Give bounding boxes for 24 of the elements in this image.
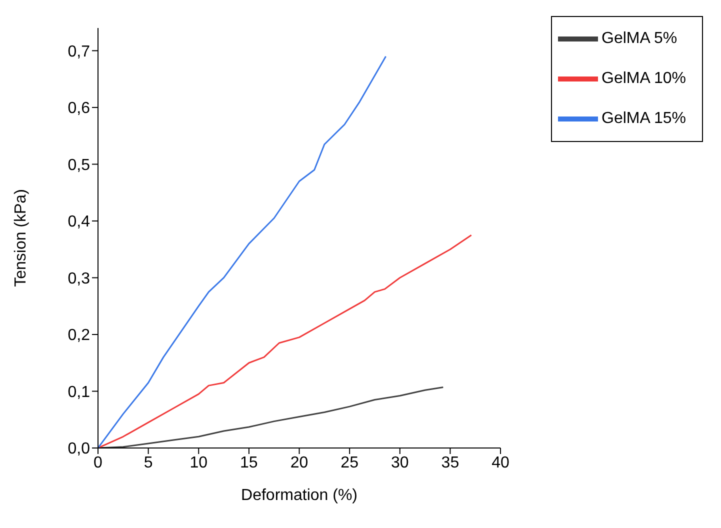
- x-tick-label: 20: [290, 454, 308, 472]
- x-tick-label: 35: [441, 454, 460, 472]
- line-series: [98, 234, 472, 448]
- y-tick-label: 0,2: [68, 327, 90, 344]
- x-tick-label: 30: [390, 454, 409, 472]
- line-series: [98, 56, 387, 448]
- y-axis-title: Tension (kPa): [12, 189, 30, 287]
- x-tick-label: 40: [492, 454, 510, 472]
- x-tick-label: 25: [340, 454, 359, 472]
- legend-label: GelMA 5%: [602, 30, 678, 48]
- y-tick-label: 0,4: [68, 214, 90, 231]
- x-axis-title: Deformation (%): [241, 487, 358, 504]
- x-tick-label: 10: [190, 454, 208, 472]
- y-tick-label: 0,0: [68, 440, 90, 458]
- legend-label: GelMA 10%: [602, 70, 686, 88]
- y-tick-label: 0,1: [68, 384, 90, 401]
- y-tick-label: 0,7: [68, 43, 90, 60]
- y-tick-label: 0,5: [68, 156, 90, 174]
- x-tick-label: 15: [240, 454, 258, 472]
- y-tick-label: 0,3: [68, 270, 90, 288]
- x-tick-label: 5: [144, 454, 153, 472]
- x-tick-label: 0: [94, 454, 103, 472]
- legend-label: GelMA 15%: [602, 110, 686, 128]
- y-tick-label: 0,6: [68, 100, 90, 118]
